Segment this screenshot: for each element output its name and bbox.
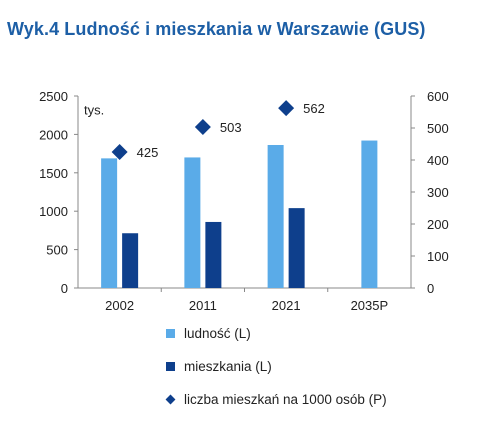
x-tick-label: 2011 [189, 298, 217, 313]
legend-label-mieszkania: mieszkania (L) [184, 358, 272, 374]
y-right-tick-label: 400 [427, 153, 449, 168]
legend-diamond-icon [165, 394, 176, 404]
x-tick-label: 2021 [272, 298, 301, 313]
y-left-tick-label: 1000 [39, 204, 68, 219]
y-right-tick-label: 0 [427, 281, 434, 296]
marker-liczba-mieszkan [194, 119, 211, 136]
legend-item-mieszkania: mieszkania (L) [166, 354, 387, 378]
bar-ludnosc [184, 157, 201, 288]
legend-swatch-ludnosc [166, 328, 175, 338]
legend-item-liczba-mieszkan: liczba mieszkań na 1000 osób (P) [165, 387, 387, 411]
x-tick-label: 2002 [105, 298, 134, 313]
y-right-tick-label: 100 [427, 249, 449, 264]
y-left-tick-label: 2000 [39, 127, 68, 142]
chart-legend: ludność (L) mieszkania (L) liczba mieszk… [165, 321, 387, 420]
bar-mieszkania [288, 208, 305, 288]
marker-liczba-mieszkan [278, 100, 295, 117]
chart-title: Wyk.4 Ludność i mieszkania w Warszawie (… [7, 19, 426, 39]
y-right-tick-label: 200 [427, 217, 449, 232]
data-label-liczba-mieszkan: 503 [220, 120, 242, 135]
y-left-tick-label: 0 [61, 281, 68, 296]
marker-liczba-mieszkan [111, 144, 128, 160]
data-label-liczba-mieszkan: 425 [137, 145, 159, 160]
bar-mieszkania [122, 233, 139, 288]
bar-mieszkania [205, 221, 222, 288]
y-left-tick-label: 2500 [39, 89, 68, 104]
y-right-tick-label: 300 [427, 185, 449, 200]
y-right-tick-label: 500 [427, 121, 449, 136]
bar-ludnosc [101, 158, 118, 288]
data-label-liczba-mieszkan: 562 [303, 101, 325, 116]
bar-ludnosc [267, 144, 284, 288]
y-unit-label: tys. [84, 102, 104, 117]
y-left-tick-label: 500 [46, 243, 68, 258]
bar-ludnosc [361, 140, 378, 288]
legend-swatch-mieszkania [166, 361, 175, 371]
legend-label-liczba-mieszkan: liczba mieszkań na 1000 osób (P) [184, 391, 387, 407]
y-right-tick-label: 600 [427, 89, 449, 104]
x-tick-label: 2035P [351, 298, 389, 313]
legend-label-ludnosc: ludność (L) [184, 325, 251, 341]
legend-item-ludnosc: ludność (L) [166, 321, 387, 345]
y-left-tick-label: 1500 [39, 166, 68, 181]
